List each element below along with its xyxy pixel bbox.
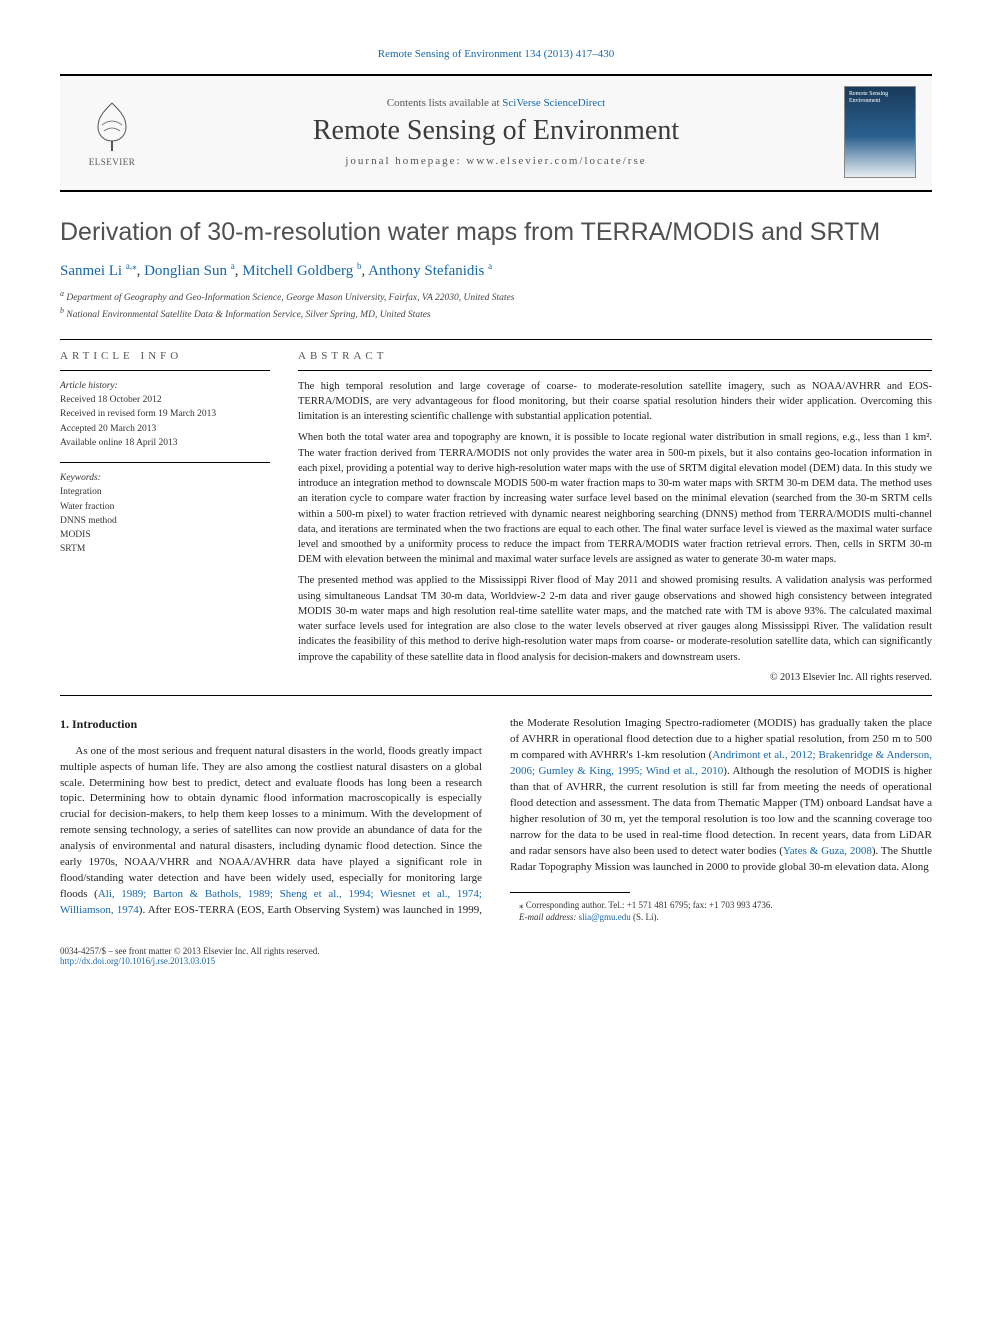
abstract: abstract The high temporal resolution an… xyxy=(298,350,932,685)
keyword: MODIS xyxy=(60,528,270,542)
abstract-heading: abstract xyxy=(298,350,932,362)
intro-text: ). Although the resolution of MODIS is h… xyxy=(510,765,932,857)
article-title: Derivation of 30-m-resolution water maps… xyxy=(60,218,932,247)
rule xyxy=(60,695,932,696)
running-head: Remote Sensing of Environment 134 (2013)… xyxy=(60,48,932,60)
rule xyxy=(60,370,270,371)
journal-masthead: ELSEVIER Contents lists available at Sci… xyxy=(60,74,932,192)
history-revised: Received in revised form 19 March 2013 xyxy=(60,407,270,421)
author-2[interactable]: Donglian Sun xyxy=(144,263,231,279)
affiliations: a Department of Geography and Geo-Inform… xyxy=(60,288,932,323)
email-label: E-mail address: xyxy=(519,912,576,922)
keyword: SRTM xyxy=(60,542,270,556)
intro-text: As one of the most serious and frequent … xyxy=(60,745,482,900)
corresponding-author-footnote: ⁎ Corresponding author. Tel.: +1 571 481… xyxy=(510,899,932,924)
keywords-block: Keywords: Integration Water fraction DNN… xyxy=(60,471,270,557)
history-label: Article history: xyxy=(60,379,270,393)
keywords-label: Keywords: xyxy=(60,471,270,485)
history-accepted: Accepted 20 March 2013 xyxy=(60,422,270,436)
author-3[interactable]: Mitchell Goldberg xyxy=(242,263,357,279)
author-1[interactable]: Sanmei Li xyxy=(60,263,126,279)
rule xyxy=(60,462,270,463)
cover-title-text: Remote Sensing Environment xyxy=(849,91,911,105)
elsevier-tree-icon xyxy=(86,97,138,153)
footnote-rule xyxy=(510,892,630,893)
rule xyxy=(60,339,932,340)
journal-homepage-line: journal homepage: www.elsevier.com/locat… xyxy=(166,155,826,167)
issn-line: 0034-4257/$ – see front matter © 2013 El… xyxy=(60,946,320,956)
keyword: DNNS method xyxy=(60,514,270,528)
abstract-copyright: © 2013 Elsevier Inc. All rights reserved… xyxy=(298,671,932,686)
page-footer: 0034-4257/$ – see front matter © 2013 El… xyxy=(60,946,932,966)
author-list: Sanmei Li a,⁎, Donglian Sun a, Mitchell … xyxy=(60,261,932,280)
abstract-p1: The high temporal resolution and large c… xyxy=(298,379,932,425)
corr-line: ⁎ Corresponding author. Tel.: +1 571 481… xyxy=(510,899,932,912)
author-sep: , xyxy=(137,263,145,279)
article-info: article info Article history: Received 1… xyxy=(60,350,270,685)
doi-link[interactable]: http://dx.doi.org/10.1016/j.rse.2013.03.… xyxy=(60,956,215,966)
email-suffix: (S. Li). xyxy=(631,912,659,922)
affiliation-a: a Department of Geography and Geo-Inform… xyxy=(60,288,932,305)
citation-link[interactable]: Yates & Guza, 2008 xyxy=(783,845,872,857)
contents-available-line: Contents lists available at SciVerse Sci… xyxy=(166,97,826,109)
history-received: Received 18 October 2012 xyxy=(60,393,270,407)
body-columns: 1. Introduction As one of the most serio… xyxy=(60,716,932,924)
journal-name: Remote Sensing of Environment xyxy=(166,115,826,147)
article-history: Article history: Received 18 October 201… xyxy=(60,379,270,450)
article-info-heading: article info xyxy=(60,350,270,362)
contents-prefix: Contents lists available at xyxy=(387,97,502,109)
rule xyxy=(298,370,932,371)
keyword: Water fraction xyxy=(60,500,270,514)
journal-cover-thumb: Remote Sensing Environment xyxy=(844,86,916,178)
corr-email-link[interactable]: slia@gmu.edu xyxy=(579,912,631,922)
abstract-p3: The presented method was applied to the … xyxy=(298,573,932,664)
history-online: Available online 18 April 2013 xyxy=(60,436,270,450)
keyword: Integration xyxy=(60,485,270,499)
publisher-logo: ELSEVIER xyxy=(76,97,148,167)
abstract-p2: When both the total water area and topog… xyxy=(298,430,932,567)
section-heading-intro: 1. Introduction xyxy=(60,716,482,733)
scidirect-link[interactable]: SciVerse ScienceDirect xyxy=(502,97,605,109)
affiliation-b: b National Environmental Satellite Data … xyxy=(60,305,932,322)
author-4-affil: a xyxy=(488,261,492,271)
elsevier-wordmark: ELSEVIER xyxy=(89,157,136,167)
author-4[interactable]: Anthony Stefanidis xyxy=(368,263,488,279)
running-head-link[interactable]: Remote Sensing of Environment 134 (2013)… xyxy=(378,48,614,60)
